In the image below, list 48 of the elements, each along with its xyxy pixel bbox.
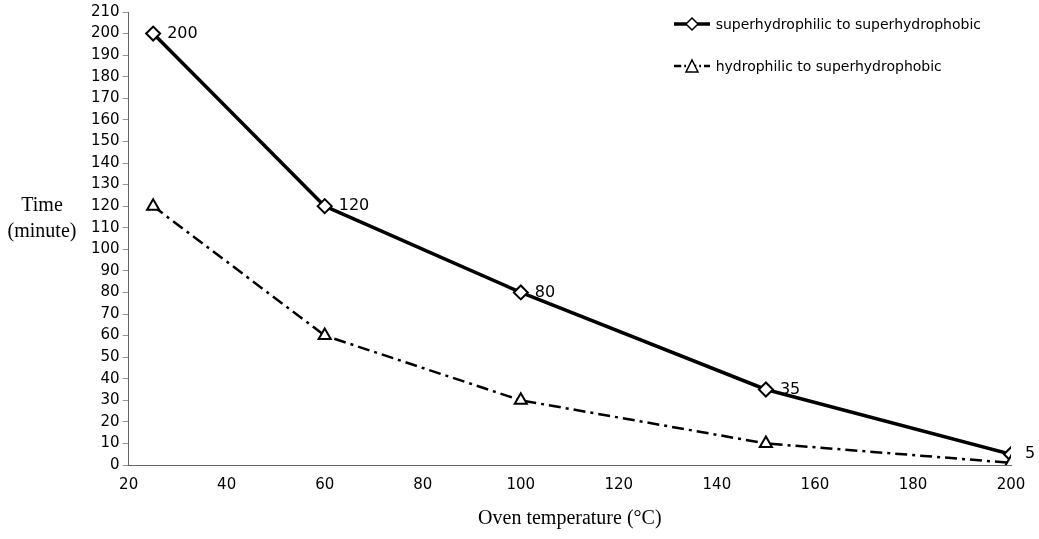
x-tick-label: 140 [702, 474, 732, 493]
x-tick-label: 180 [898, 474, 928, 493]
x-tick-label: 40 [217, 474, 237, 493]
point [316, 198, 333, 215]
y-tick-label: 80 [100, 282, 120, 301]
y-tick-label: 130 [90, 174, 120, 193]
y-tick-label: 140 [90, 152, 120, 171]
y-tick-label: 120 [90, 196, 120, 215]
data-label: 120 [338, 195, 370, 215]
y-tick-label: 190 [90, 45, 120, 64]
x-axis-title: Oven temperature (°C) [478, 506, 662, 530]
x-tick-label: 100 [506, 474, 536, 493]
point [317, 327, 332, 341]
y-tick-label: 180 [90, 66, 120, 85]
x-tick-label: 200 [996, 474, 1026, 493]
y-tick-label: 90 [100, 260, 120, 279]
legend-label: hydrophilic to superhydrophobic [715, 58, 942, 74]
y-tick-label: 10 [100, 433, 120, 452]
data-label: 200 [167, 22, 198, 42]
y-tick-label: 100 [90, 239, 120, 258]
point [512, 284, 529, 301]
y-tick-label: 160 [90, 109, 120, 128]
x-tick-label: 160 [800, 474, 830, 493]
legend-label: superhydrophilic to superhydrophobic [715, 16, 981, 32]
y-tick-label: 150 [90, 131, 120, 150]
data-label: 80 [534, 281, 556, 301]
y-tick-label: 110 [90, 217, 120, 236]
y-tick-label: 30 [100, 390, 120, 409]
y-tick-label: 50 [100, 347, 120, 366]
y-tick-label: 40 [100, 368, 120, 387]
y-tick-label: 170 [90, 88, 120, 107]
y-tick-label: 0 [110, 454, 120, 473]
x-tick-label: 80 [413, 474, 433, 493]
point [146, 198, 161, 211]
y-tick-label: 20 [100, 411, 120, 430]
y-axis-title: Time (minute) [7, 192, 77, 242]
x-tick-label: 20 [119, 474, 139, 493]
y-tick-label: 200 [90, 23, 120, 42]
point [758, 435, 773, 448]
point [145, 25, 162, 42]
y-tick-label: 70 [100, 303, 120, 322]
data-label: 5 [1025, 443, 1036, 463]
x-tick-label: 120 [604, 474, 634, 493]
x-tick-label: 60 [315, 474, 335, 493]
point [513, 392, 528, 405]
y-tick-label: 210 [90, 1, 120, 20]
point [757, 381, 774, 398]
y-tick-label: 60 [100, 325, 120, 344]
